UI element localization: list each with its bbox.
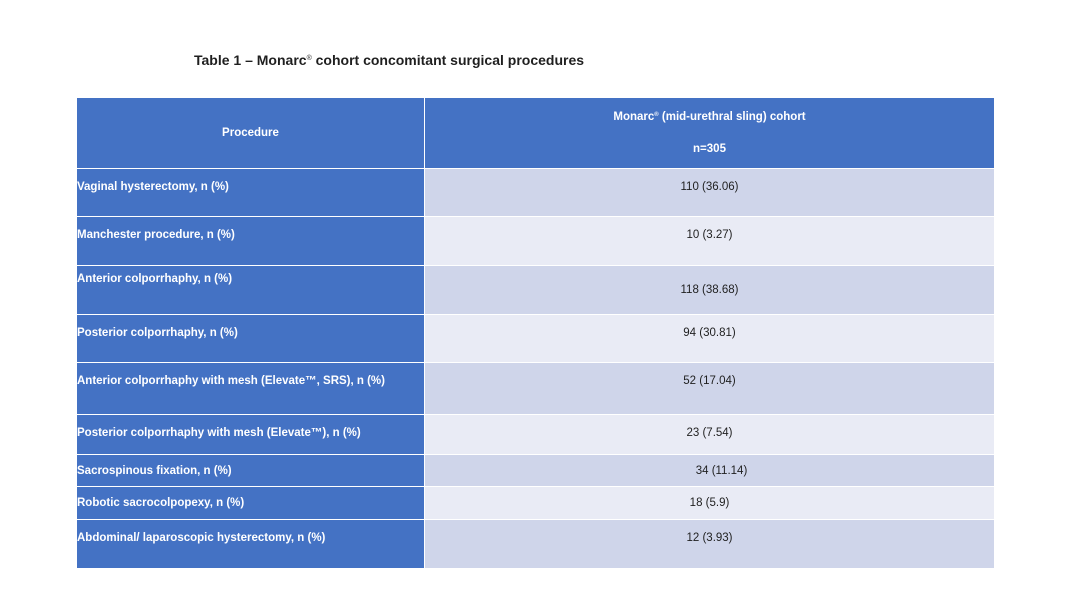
- column-header-cohort: Monarc® (mid-urethral sling) cohort n=30…: [424, 97, 995, 169]
- table-title: Table 1 – Monarc® cohort concomitant sur…: [194, 52, 584, 68]
- column-header-procedure: Procedure: [76, 97, 425, 169]
- row-procedure: Abdominal/ laparoscopic hysterectomy, n …: [76, 519, 425, 569]
- table-row: Robotic sacrocolpopexy, n (%) 18 (5.9): [76, 486, 995, 520]
- row-procedure: Posterior colporrhaphy with mesh (Elevat…: [76, 414, 425, 455]
- table-row: Abdominal/ laparoscopic hysterectomy, n …: [76, 519, 995, 569]
- row-value: 110 (36.06): [424, 168, 995, 217]
- table-header-row: Procedure Monarc® (mid-urethral sling) c…: [76, 97, 995, 169]
- cohort-header-label: Monarc® (mid-urethral sling) cohort: [425, 111, 994, 123]
- table-row: Anterior colporrhaphy, n (%) 118 (38.68): [76, 265, 995, 315]
- row-value: 118 (38.68): [424, 265, 995, 315]
- table-row: Posterior colporrhaphy, n (%) 94 (30.81): [76, 314, 995, 363]
- row-procedure: Sacrospinous fixation, n (%): [76, 454, 425, 487]
- table-row: Posterior colporrhaphy with mesh (Elevat…: [76, 414, 995, 455]
- table-title-prefix: Table 1 – Monarc: [194, 52, 307, 68]
- row-value: 18 (5.9): [424, 486, 995, 520]
- table-row: Anterior colporrhaphy with mesh (Elevate…: [76, 362, 995, 415]
- table-title-suffix: cohort concomitant surgical procedures: [315, 52, 585, 68]
- table-row: Vaginal hysterectomy, n (%) 110 (36.06): [76, 168, 995, 217]
- row-procedure: Robotic sacrocolpopexy, n (%): [76, 486, 425, 520]
- cohort-header-prefix: Monarc: [613, 111, 655, 123]
- row-procedure: Manchester procedure, n (%): [76, 216, 425, 266]
- row-value: 94 (30.81): [424, 314, 995, 363]
- table-row: Manchester procedure, n (%) 10 (3.27): [76, 216, 995, 266]
- row-procedure: Anterior colporrhaphy, n (%): [76, 265, 425, 315]
- table-row: Sacrospinous fixation, n (%) 34 (11.14): [76, 454, 995, 487]
- procedures-table: Procedure Monarc® (mid-urethral sling) c…: [76, 97, 995, 569]
- row-procedure: Posterior colporrhaphy, n (%): [76, 314, 425, 363]
- registered-mark: ®: [306, 55, 312, 62]
- row-value: 23 (7.54): [424, 414, 995, 455]
- row-value: 12 (3.93): [424, 519, 995, 569]
- row-value: 52 (17.04): [424, 362, 995, 415]
- row-procedure: Anterior colporrhaphy with mesh (Elevate…: [76, 362, 425, 415]
- cohort-header-n: n=305: [693, 143, 726, 155]
- cohort-registered-mark: ®: [654, 112, 659, 118]
- row-value: 34 (11.14): [424, 454, 995, 487]
- row-value: 10 (3.27): [424, 216, 995, 266]
- row-procedure: Vaginal hysterectomy, n (%): [76, 168, 425, 217]
- cohort-header-suffix: (mid-urethral sling) cohort: [658, 111, 806, 123]
